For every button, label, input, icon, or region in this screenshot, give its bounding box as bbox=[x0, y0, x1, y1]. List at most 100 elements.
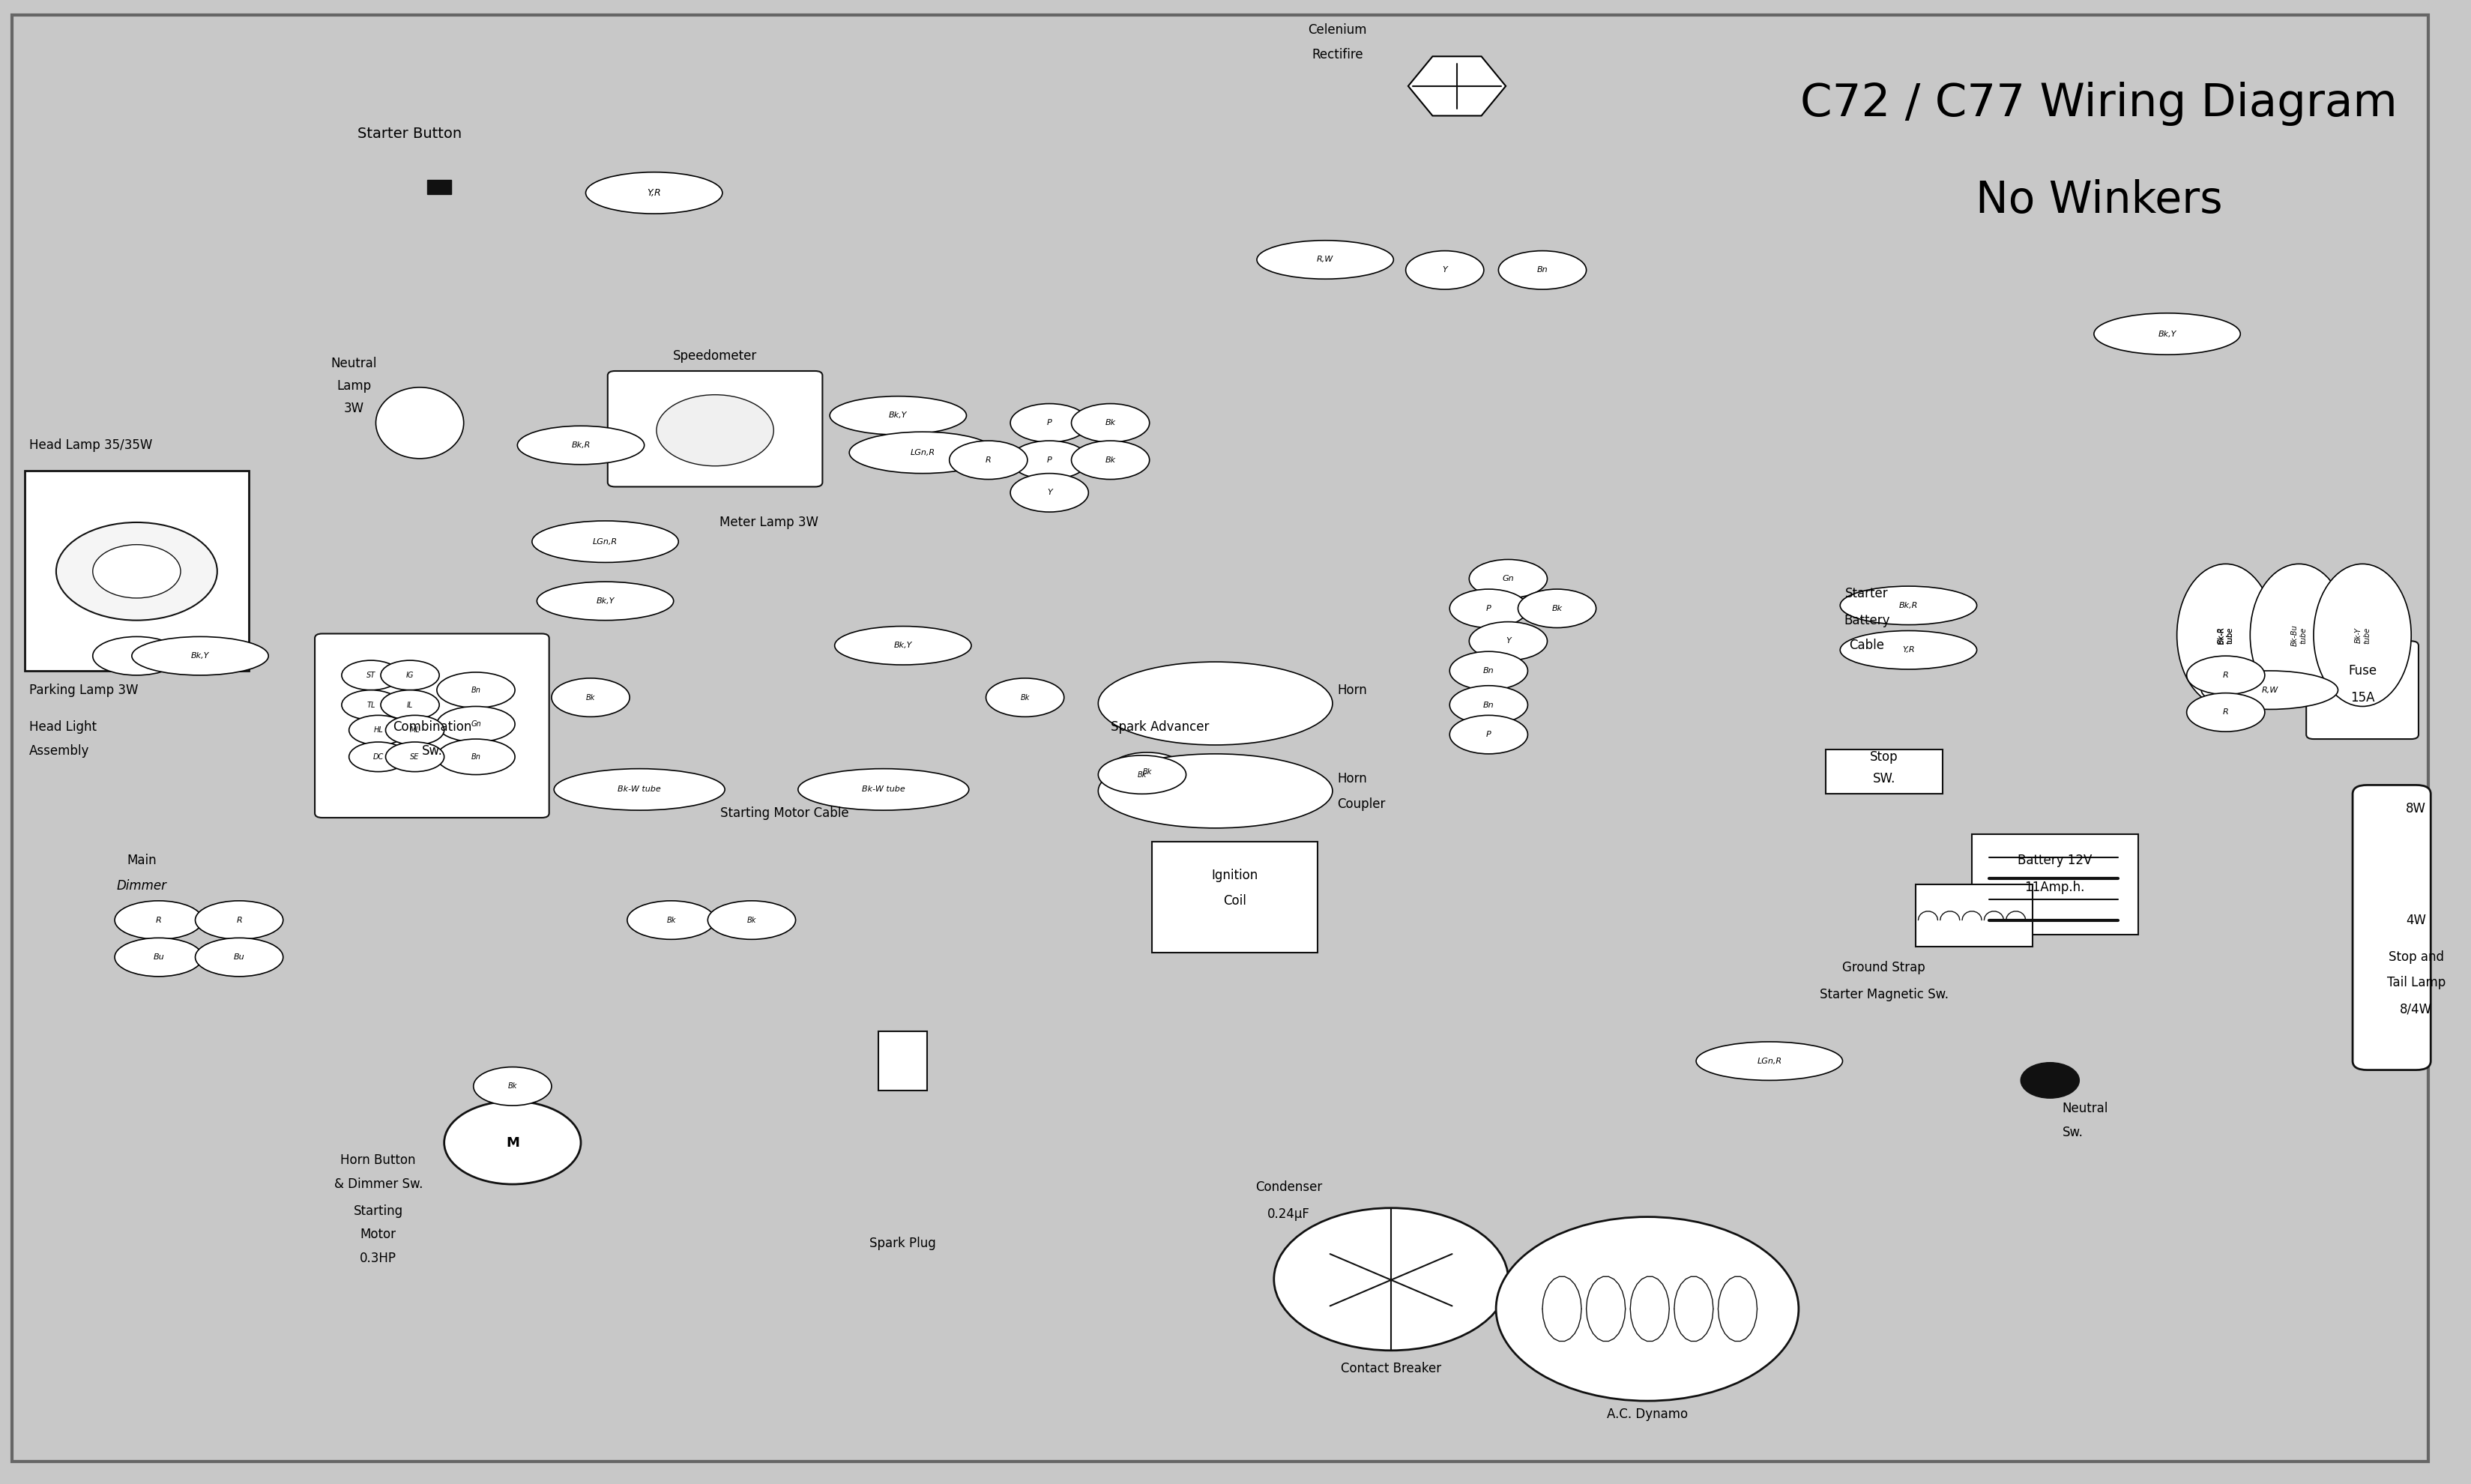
Text: Fuse: Fuse bbox=[2347, 663, 2377, 678]
Ellipse shape bbox=[1450, 651, 1527, 690]
Text: Ground Strap: Ground Strap bbox=[1843, 960, 1925, 975]
Ellipse shape bbox=[830, 396, 966, 435]
Ellipse shape bbox=[1470, 559, 1547, 598]
Text: R,W: R,W bbox=[2261, 686, 2278, 695]
Ellipse shape bbox=[798, 769, 969, 810]
Ellipse shape bbox=[536, 582, 675, 620]
Ellipse shape bbox=[437, 706, 514, 742]
Ellipse shape bbox=[376, 387, 465, 459]
Text: Bk-R
tube: Bk-R tube bbox=[2216, 626, 2234, 644]
Ellipse shape bbox=[551, 678, 630, 717]
Text: Bu: Bu bbox=[153, 953, 163, 962]
Text: Starter Magnetic Sw.: Starter Magnetic Sw. bbox=[1819, 987, 1950, 1002]
Text: Bn: Bn bbox=[472, 752, 482, 761]
Text: Gn: Gn bbox=[472, 720, 482, 729]
Text: Battery: Battery bbox=[1843, 613, 1890, 628]
Polygon shape bbox=[1408, 56, 1505, 116]
Ellipse shape bbox=[2177, 564, 2273, 706]
Text: 8/4W: 8/4W bbox=[2399, 1002, 2431, 1017]
Text: Bn: Bn bbox=[1537, 266, 1547, 275]
Text: Bk,Y: Bk,Y bbox=[596, 597, 615, 605]
Ellipse shape bbox=[1841, 586, 1977, 625]
Ellipse shape bbox=[1011, 441, 1087, 479]
Text: Head Lamp 35/35W: Head Lamp 35/35W bbox=[30, 438, 153, 453]
Text: Starter: Starter bbox=[1846, 586, 1888, 601]
FancyBboxPatch shape bbox=[25, 470, 250, 671]
Text: Horn: Horn bbox=[1337, 772, 1366, 787]
FancyBboxPatch shape bbox=[1151, 841, 1317, 953]
Text: Bk-Y
tube: Bk-Y tube bbox=[2355, 626, 2370, 644]
Text: Stop and: Stop and bbox=[2389, 950, 2444, 965]
Ellipse shape bbox=[2187, 656, 2266, 695]
Ellipse shape bbox=[1097, 755, 1186, 794]
Ellipse shape bbox=[195, 938, 284, 976]
Text: 11Amp.h.: 11Amp.h. bbox=[2024, 880, 2086, 895]
Text: Assembly: Assembly bbox=[30, 743, 89, 758]
Ellipse shape bbox=[114, 901, 203, 939]
Ellipse shape bbox=[1011, 404, 1087, 442]
Text: Bk-Bu
tube: Bk-Bu tube bbox=[2291, 625, 2308, 646]
Ellipse shape bbox=[2187, 693, 2266, 732]
Text: R: R bbox=[2224, 671, 2229, 680]
Text: Gn: Gn bbox=[1502, 574, 1515, 583]
Text: Bn: Bn bbox=[1483, 700, 1495, 709]
Text: Horn: Horn bbox=[1337, 683, 1366, 697]
Text: R: R bbox=[237, 916, 242, 925]
Text: Parking Lamp 3W: Parking Lamp 3W bbox=[30, 683, 138, 697]
Text: LGn,R: LGn,R bbox=[909, 448, 934, 457]
Ellipse shape bbox=[1497, 251, 1586, 289]
Ellipse shape bbox=[381, 660, 440, 690]
Ellipse shape bbox=[1406, 251, 1483, 289]
Text: Bk: Bk bbox=[1552, 604, 1562, 613]
FancyBboxPatch shape bbox=[608, 371, 823, 487]
Text: P: P bbox=[1048, 418, 1053, 427]
Circle shape bbox=[94, 545, 180, 598]
Text: Y: Y bbox=[1505, 637, 1510, 646]
Circle shape bbox=[2021, 1063, 2078, 1098]
Text: Bk-R
tube: Bk-R tube bbox=[2216, 626, 2234, 644]
Ellipse shape bbox=[341, 690, 400, 720]
Text: P: P bbox=[1485, 730, 1490, 739]
Circle shape bbox=[445, 1101, 581, 1184]
Text: Starting Motor Cable: Starting Motor Cable bbox=[719, 806, 848, 821]
Circle shape bbox=[1495, 1217, 1799, 1401]
Text: DC: DC bbox=[373, 752, 383, 761]
Text: Rectifire: Rectifire bbox=[1312, 47, 1364, 62]
Text: 8W: 8W bbox=[2407, 801, 2427, 816]
Text: Sw.: Sw. bbox=[423, 743, 442, 758]
Text: Motor: Motor bbox=[361, 1227, 395, 1242]
Ellipse shape bbox=[348, 742, 408, 772]
FancyBboxPatch shape bbox=[314, 634, 549, 818]
Circle shape bbox=[57, 522, 217, 620]
FancyBboxPatch shape bbox=[427, 180, 452, 194]
Ellipse shape bbox=[949, 441, 1028, 479]
Ellipse shape bbox=[850, 432, 996, 473]
Text: 4W: 4W bbox=[2407, 913, 2427, 928]
Ellipse shape bbox=[348, 715, 408, 745]
Ellipse shape bbox=[1450, 715, 1527, 754]
Text: LGn,R: LGn,R bbox=[1757, 1057, 1782, 1066]
FancyBboxPatch shape bbox=[2305, 641, 2419, 739]
FancyBboxPatch shape bbox=[880, 1031, 927, 1091]
Text: HL: HL bbox=[373, 726, 383, 735]
Text: Bk,Y: Bk,Y bbox=[890, 411, 907, 420]
Ellipse shape bbox=[1097, 662, 1332, 745]
Text: Celenium: Celenium bbox=[1307, 22, 1366, 37]
Ellipse shape bbox=[437, 739, 514, 775]
Text: M: M bbox=[507, 1135, 519, 1150]
Ellipse shape bbox=[195, 901, 284, 939]
Text: 15A: 15A bbox=[2350, 690, 2375, 705]
Circle shape bbox=[1275, 1208, 1507, 1350]
Ellipse shape bbox=[1695, 1042, 1843, 1080]
Text: Coupler: Coupler bbox=[1337, 797, 1386, 812]
Text: Spark Advancer: Spark Advancer bbox=[1109, 720, 1208, 735]
Text: Bk,R: Bk,R bbox=[1898, 601, 1917, 610]
Ellipse shape bbox=[2093, 313, 2241, 355]
Text: R: R bbox=[986, 456, 991, 464]
Text: Sw.: Sw. bbox=[2063, 1125, 2083, 1140]
Text: SE: SE bbox=[410, 752, 420, 761]
Text: Bk: Bk bbox=[1105, 456, 1117, 464]
Text: A.C. Dynamo: A.C. Dynamo bbox=[1606, 1407, 1688, 1422]
Text: Main: Main bbox=[126, 853, 156, 868]
Text: Bu: Bu bbox=[235, 953, 245, 962]
